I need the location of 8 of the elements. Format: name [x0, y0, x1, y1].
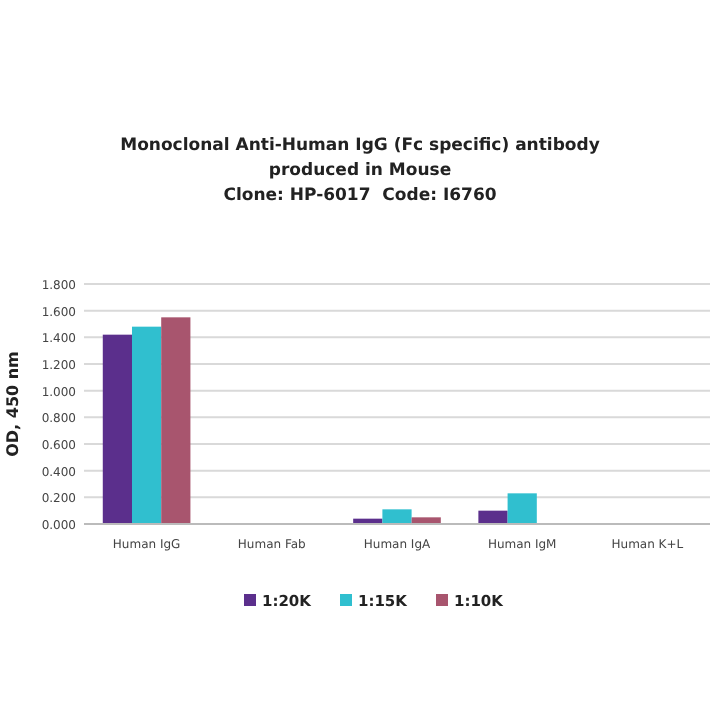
y-axis-title: OD, 450 nm	[4, 351, 22, 457]
bar	[382, 509, 412, 524]
chart-title: Monoclonal Anti-Human IgG (Fc specific) antibody produced in Mouse Clone: HP-6017 Code: I6760	[120, 136, 601, 206]
bar	[507, 493, 537, 524]
bar	[102, 334, 132, 524]
bar	[131, 326, 162, 524]
bar	[478, 510, 508, 524]
bar	[161, 317, 191, 524]
